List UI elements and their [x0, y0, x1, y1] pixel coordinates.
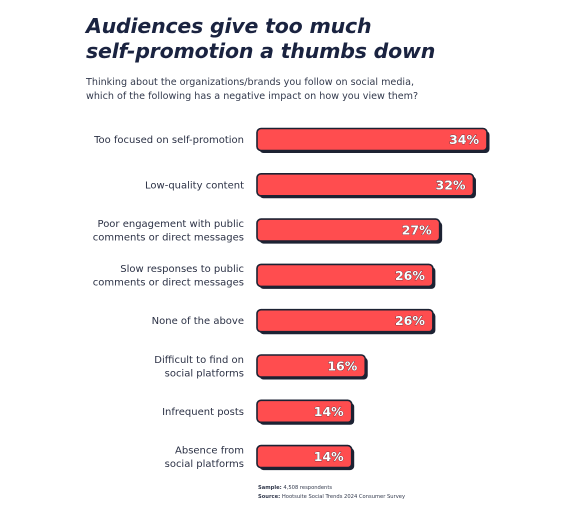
- bar: [256, 127, 488, 152]
- bar-row: 14% Infrequent posts: [162, 399, 355, 425]
- category-label-line: Infrequent posts: [162, 407, 244, 418]
- bar: [256, 308, 434, 333]
- source-value: Hootsuite Social Trends 2024 Consumer Su…: [281, 494, 406, 500]
- category-label-line: Absence from: [175, 445, 244, 456]
- bar-value-label: 14%: [314, 404, 344, 419]
- category-label: Difficult to find on social platforms: [154, 355, 244, 380]
- chart-title-line-2: self-promotion a thumbs down: [86, 39, 436, 63]
- source-label: Source:: [258, 494, 281, 500]
- category-label-line: None of the above: [152, 316, 244, 327]
- sample-note: Sample: 4,508 respondents: [258, 484, 558, 493]
- bar: [256, 399, 353, 424]
- chart-subtitle-line-2: which of the following has a negative im…: [86, 91, 419, 102]
- category-label: Absence from social platforms: [165, 445, 244, 470]
- bar: [256, 263, 434, 288]
- category-label: Low-quality content: [145, 180, 244, 191]
- category-label: Poor engagement with public comments or d…: [93, 219, 244, 244]
- category-label-line: Too focused on self-promotion: [93, 135, 244, 146]
- category-label-line: Difficult to find on: [154, 355, 244, 366]
- chart-title: Audiences give too much self-promotion a…: [86, 14, 526, 64]
- bar-row: 16% Difficult to find on social platforms: [154, 354, 368, 380]
- bar-row: 34% Too focused on self-promotion: [93, 127, 490, 153]
- bar-value-label: 26%: [395, 313, 425, 328]
- category-label-line: Slow responses to public: [120, 264, 244, 275]
- bar-row: 26% Slow responses to public comments or d…: [93, 263, 436, 289]
- bar-row: 26% None of the above: [152, 308, 436, 335]
- category-label: None of the above: [152, 316, 244, 327]
- category-label-line: Low-quality content: [145, 180, 244, 191]
- sample-value: 4,508 respondents: [283, 485, 333, 491]
- chart-title-line-1: Audiences give too much: [86, 14, 372, 38]
- bar: [256, 173, 475, 197]
- bar-value-label: 16%: [327, 359, 357, 374]
- category-label: Slow responses to public comments or dire…: [93, 264, 244, 289]
- category-label-line: social platforms: [165, 368, 244, 379]
- bar-value-label: 14%: [314, 449, 344, 464]
- category-label: Infrequent posts: [162, 407, 244, 418]
- bar-value-label: 27%: [402, 223, 432, 238]
- bar-row: 14% Absence from social platforms: [165, 444, 355, 471]
- bar-row: 32% Low-quality content: [145, 173, 476, 199]
- chart-subtitle: Thinking about the organizations/brands …: [86, 76, 536, 104]
- chart-subtitle-line-1: Thinking about the organizations/brands …: [86, 77, 415, 88]
- bar-row: 27% Poor engagement with public comments o…: [93, 218, 443, 244]
- category-label: Too focused on self-promotion: [93, 135, 244, 146]
- bar-value-label: 26%: [395, 268, 425, 283]
- sample-label: Sample:: [258, 485, 282, 491]
- footnote: Sample: 4,508 respondents Source: Hootsu…: [258, 484, 558, 502]
- bar: [256, 218, 441, 242]
- category-label-line: comments or direct messages: [93, 232, 244, 243]
- category-label-line: social platforms: [165, 459, 244, 470]
- bar: [256, 444, 353, 469]
- category-label-line: Poor engagement with public: [98, 219, 244, 230]
- bar: [256, 354, 367, 378]
- source-note: Source: Hootsuite Social Trends 2024 Con…: [258, 493, 558, 502]
- category-label-line: comments or direct messages: [93, 278, 244, 289]
- bar-value-label: 34%: [449, 132, 479, 147]
- bar-value-label: 32%: [436, 177, 466, 192]
